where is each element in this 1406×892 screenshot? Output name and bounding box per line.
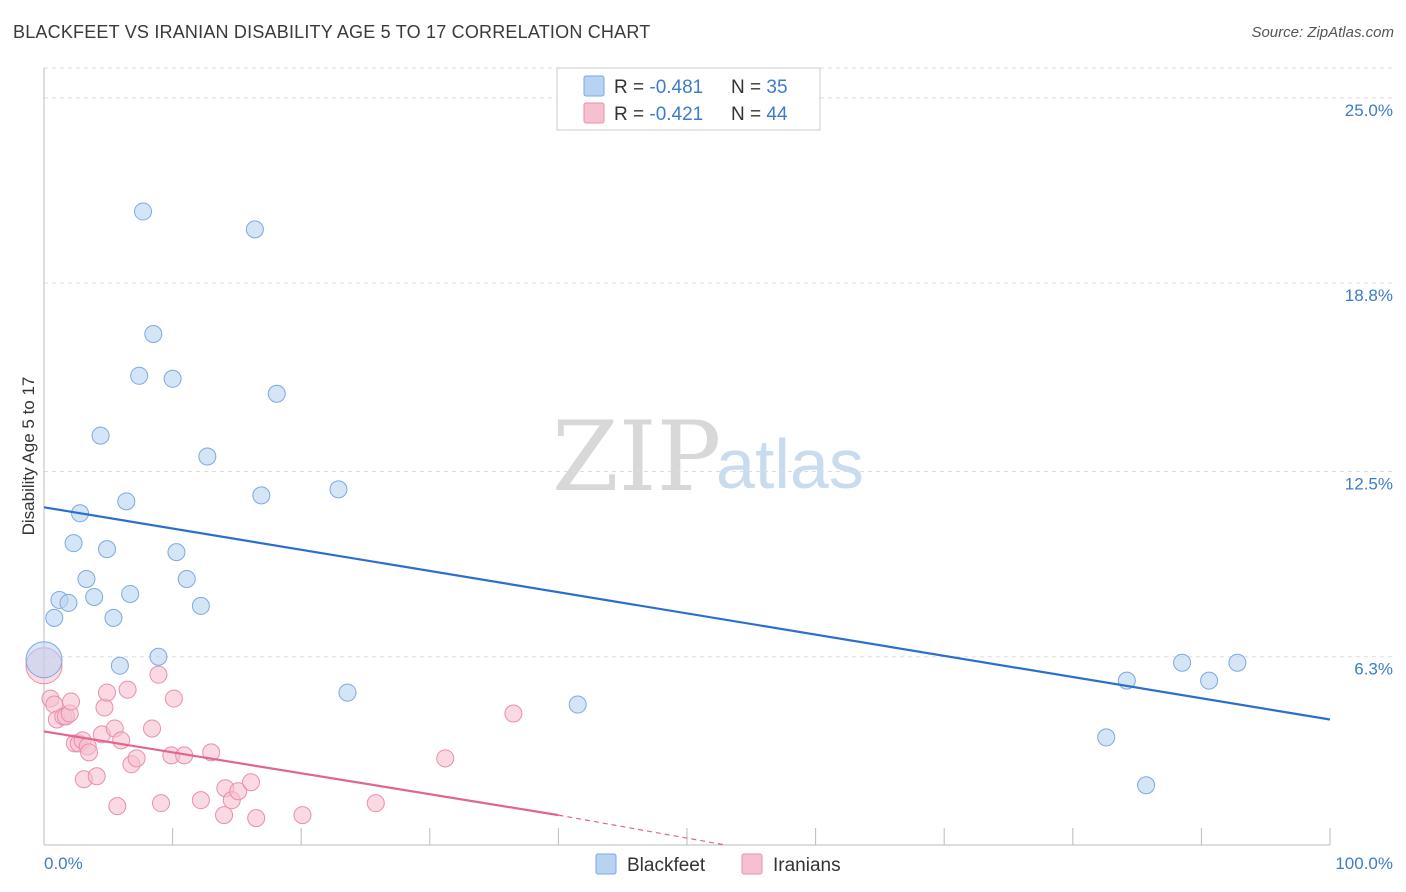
y-axis-label: Disability Age 5 to 17 — [19, 377, 38, 536]
watermark-atlas: atlas — [716, 425, 864, 503]
blackfeet-point — [568, 695, 587, 714]
blackfeet-point — [134, 202, 153, 221]
legend-blackfeet-n-label: N = — [731, 77, 766, 98]
iranians-point — [242, 773, 261, 792]
iranians-point — [191, 791, 210, 810]
iranians-point — [62, 692, 81, 711]
blackfeet-point — [1228, 653, 1247, 672]
blackfeet-point — [1097, 728, 1116, 747]
iranians-point — [504, 704, 523, 723]
bottom-legend-iranians: Iranians — [773, 855, 841, 876]
iranians-point — [108, 797, 127, 816]
blackfeet-point — [130, 366, 149, 385]
bottom-legend-swatch-iranians — [741, 853, 763, 875]
iranians-point — [118, 680, 137, 699]
blackfeet-trend-line — [43, 506, 1331, 721]
iranians-point — [436, 749, 455, 768]
legend-iranians-n-label: N = — [731, 104, 766, 125]
blackfeet-point — [45, 608, 64, 627]
blackfeet-point — [329, 480, 348, 499]
legend-blackfeet-r-label: R = — [614, 77, 649, 98]
blackfeet-point — [110, 656, 129, 675]
y-tick-labels: 6.3% 12.5% 18.8% 25.0% — [1345, 101, 1393, 679]
blackfeet-point — [91, 426, 110, 445]
trend-lines — [43, 506, 1331, 846]
y-tick-label: 12.5% — [1345, 474, 1393, 493]
legend-blackfeet-entry: R = -0.481 N = 35 — [614, 77, 788, 98]
bottom-legend: Blackfeet Iranians — [595, 853, 841, 876]
blackfeet-point — [1137, 776, 1156, 795]
chart-title: BLACKFEET VS IRANIAN DISABILITY AGE 5 TO… — [13, 22, 651, 42]
blackfeet-point — [252, 486, 271, 505]
iranians-point — [152, 794, 171, 813]
blackfeet-point — [267, 384, 286, 403]
y-tick-label: 6.3% — [1354, 660, 1393, 679]
legend-iranians-r-label: R = — [614, 104, 649, 125]
blackfeet-point — [1200, 671, 1219, 690]
series-blackfeet — [25, 202, 1247, 795]
iranians-trend-line — [43, 730, 559, 817]
y-tick-label: 18.8% — [1345, 286, 1393, 305]
iranians-point — [80, 743, 99, 762]
blackfeet-point — [25, 641, 63, 679]
blackfeet-point — [198, 447, 217, 466]
blackfeet-point — [163, 369, 182, 388]
iranians-point — [112, 731, 131, 750]
legend-blackfeet-n-value: 35 — [766, 77, 787, 98]
x-tick-marks — [172, 828, 1331, 845]
y-tick-label: 25.0% — [1345, 101, 1393, 120]
iranians-point — [229, 782, 248, 801]
legend-box: R = -0.481 N = 35 R = -0.421 N = 44 — [556, 67, 821, 131]
blackfeet-point — [117, 492, 136, 511]
blackfeet-point — [77, 570, 96, 589]
legend-iranians-entry: R = -0.421 N = 44 — [614, 104, 788, 125]
legend-swatch-blackfeet — [583, 75, 605, 97]
blackfeet-point — [338, 683, 357, 702]
iranians-point — [366, 794, 385, 813]
blackfeet-point — [59, 593, 78, 612]
blackfeet-point — [121, 584, 140, 603]
legend-swatch-iranians — [583, 102, 605, 124]
iranians-point — [164, 689, 183, 708]
source-label: Source: ZipAtlas.com — [1251, 24, 1394, 41]
blackfeet-point — [149, 647, 168, 666]
blackfeet-point — [104, 608, 123, 627]
blackfeet-point — [177, 570, 196, 589]
x-tick-label-min: 0.0% — [44, 854, 83, 873]
watermark-zip: ZIP — [552, 401, 721, 513]
blackfeet-point — [167, 543, 186, 562]
blackfeet-point — [245, 220, 264, 239]
gridlines — [44, 67, 1393, 658]
legend-blackfeet-r-value: -0.481 — [649, 77, 703, 98]
iranians-point — [202, 743, 221, 762]
iranians-point — [143, 719, 162, 738]
blackfeet-point — [85, 587, 104, 606]
iranians-point — [247, 809, 266, 828]
iranians-point — [215, 806, 234, 825]
iranians-point — [149, 665, 168, 684]
blackfeet-point — [98, 540, 117, 559]
series-iranians — [25, 647, 523, 828]
legend-iranians-r-value: -0.421 — [649, 104, 703, 125]
iranians-point — [98, 683, 117, 702]
blackfeet-point — [64, 534, 83, 553]
bottom-legend-blackfeet: Blackfeet — [627, 855, 706, 876]
iranians-point — [87, 767, 106, 786]
blackfeet-point — [191, 596, 210, 615]
blackfeet-point — [1173, 653, 1192, 672]
bottom-legend-swatch-blackfeet — [595, 853, 617, 875]
x-tick-label-max: 100.0% — [1335, 854, 1393, 873]
iranians-point — [127, 749, 146, 768]
iranians-point — [293, 806, 312, 825]
iranians-trend-extension — [558, 814, 726, 846]
iranians-point — [95, 698, 114, 717]
blackfeet-point — [144, 324, 163, 343]
legend-iranians-n-value: 44 — [766, 104, 788, 125]
